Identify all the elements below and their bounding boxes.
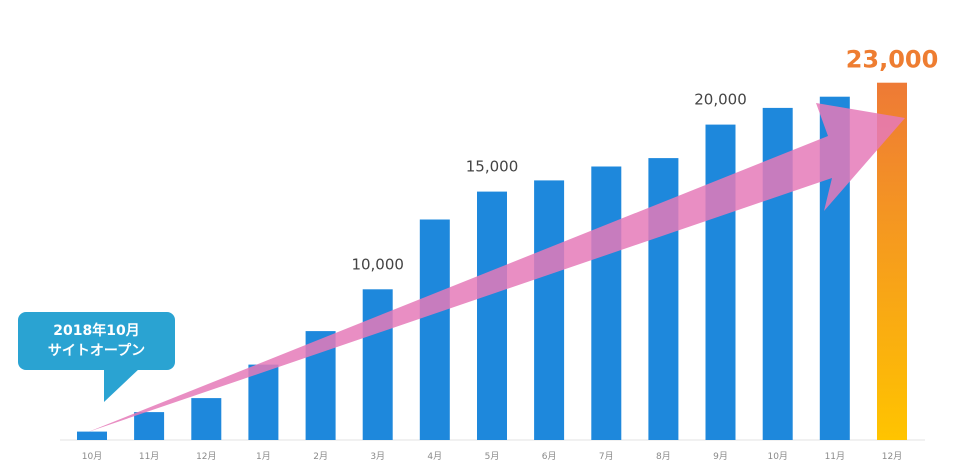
bar	[419, 219, 450, 440]
bar	[77, 431, 107, 440]
callout-text: サイトオープン	[47, 343, 146, 359]
x-tick-label: 12月	[196, 451, 216, 462]
x-tick-label: 11月	[139, 451, 159, 462]
x-tick-label: 10月	[82, 451, 102, 462]
bar	[248, 364, 279, 440]
x-tick-label: 7月	[599, 451, 614, 462]
value-label: 20,000	[694, 91, 747, 109]
x-tick-label: 9月	[713, 451, 728, 462]
bar	[591, 166, 622, 440]
bar	[362, 289, 393, 440]
x-tick-label: 10月	[767, 451, 787, 462]
x-tick-label: 12月	[882, 451, 902, 462]
x-tick-label: 3月	[370, 451, 385, 462]
bar	[534, 180, 565, 440]
bar	[477, 191, 507, 440]
bar	[134, 412, 165, 440]
x-tick-label: 5月	[485, 451, 500, 462]
bar	[705, 124, 736, 440]
x-tick-label: 2月	[313, 451, 328, 462]
callout-date: 2018年10月	[53, 323, 140, 339]
x-tick-label: 6月	[542, 451, 557, 462]
x-tick-label: 4月	[427, 451, 442, 462]
x-tick-label: 1月	[256, 451, 271, 462]
bar	[191, 398, 222, 440]
final-value-label: 23,000	[846, 46, 939, 74]
x-tick-label: 8月	[656, 451, 671, 462]
site-open-callout: 2018年10月 サイトオープン	[18, 312, 175, 370]
callout-tail	[104, 368, 140, 402]
value-label: 15,000	[466, 158, 519, 176]
x-tick-label: 11月	[825, 451, 845, 462]
value-label: 10,000	[351, 255, 404, 273]
